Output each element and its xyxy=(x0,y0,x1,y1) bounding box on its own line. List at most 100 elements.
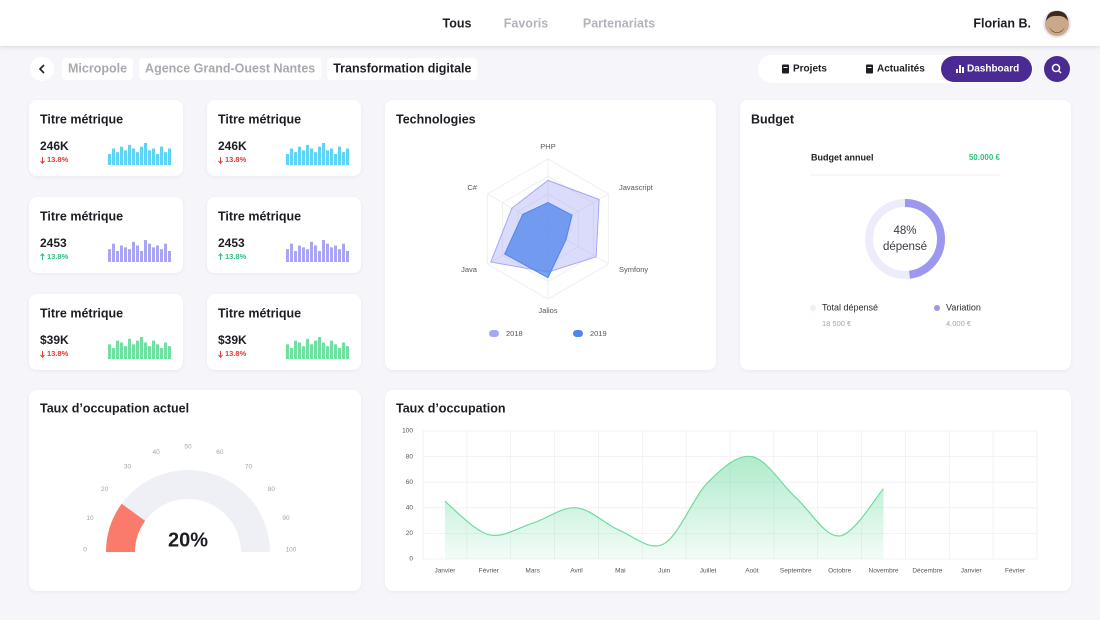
metric-value: 246K xyxy=(218,139,247,153)
gauge-track xyxy=(106,470,270,552)
breadcrumb-chip[interactable] xyxy=(139,58,322,80)
spark-bar xyxy=(112,148,115,165)
spark-bar xyxy=(314,340,317,359)
metric-title: Titre métrique xyxy=(218,306,301,320)
spark-bar xyxy=(330,340,333,359)
user-name: Florian B. xyxy=(973,16,1031,30)
metric-title: Titre métrique xyxy=(40,209,123,223)
spark-bar xyxy=(346,346,349,359)
back-chevron xyxy=(38,64,45,74)
x-tick-label: Décembre xyxy=(912,568,942,575)
gauge-tick-label: 80 xyxy=(268,486,276,493)
card-title: Budget xyxy=(751,112,795,126)
spark-bar xyxy=(128,338,131,359)
line xyxy=(444,455,884,547)
radar-area xyxy=(504,202,573,279)
spark-bar xyxy=(108,249,111,262)
spark-bar xyxy=(330,148,333,165)
spark-bar xyxy=(132,344,135,359)
spark-bar xyxy=(330,247,333,262)
breadcrumb-item[interactable]: Agence Grand-Ouest Nantes xyxy=(145,61,315,75)
nav-tab[interactable]: Favoris xyxy=(504,16,549,30)
action-button[interactable]: Actualités xyxy=(877,64,925,75)
spark-bar xyxy=(164,152,167,165)
action-button[interactable]: Projets xyxy=(793,64,827,75)
x-tick-label: Janvier xyxy=(961,568,983,575)
metric-value: $39K xyxy=(40,333,69,347)
spark-bar xyxy=(318,337,321,359)
spark-bar xyxy=(286,344,289,359)
breadcrumb-item[interactable]: Transformation digitale xyxy=(333,61,471,75)
dashboard-icon-bar xyxy=(962,67,964,73)
card-title: Taux d’occupation xyxy=(396,401,506,415)
breadcrumb-chip[interactable] xyxy=(62,58,134,80)
spark-bar xyxy=(152,340,155,359)
action-button[interactable]: Dashboard xyxy=(967,64,1019,75)
spark-bar xyxy=(342,342,345,359)
gauge-tick-label: 50 xyxy=(184,444,192,451)
spark-bar xyxy=(144,143,147,165)
spark-bar xyxy=(132,241,135,262)
spark-bar xyxy=(124,150,127,165)
spark-bar xyxy=(112,243,115,262)
breadcrumb-item[interactable]: Micropole xyxy=(68,61,127,75)
spark-bar xyxy=(322,143,325,165)
top-bar xyxy=(0,0,1100,46)
spark-bar xyxy=(136,245,139,262)
spark-bar xyxy=(326,150,329,165)
legend-name: Variation xyxy=(946,302,981,312)
spark-bar xyxy=(294,340,297,359)
change-arrow xyxy=(40,253,45,260)
spark-bar xyxy=(128,144,131,165)
x-tick-label: Janvier xyxy=(434,568,456,575)
x-tick-label: Juillet xyxy=(700,568,717,575)
metric-value: $39K xyxy=(218,333,247,347)
spark-bar xyxy=(140,251,143,262)
spark-bar xyxy=(136,152,139,165)
search-button[interactable] xyxy=(1044,56,1070,82)
back-button[interactable] xyxy=(30,57,54,81)
spark-bar xyxy=(108,154,111,165)
avatar[interactable] xyxy=(1043,10,1071,38)
x-tick-label: Mai xyxy=(615,568,625,575)
change-arrow xyxy=(218,351,223,358)
spark-bar xyxy=(326,346,329,359)
spark-bar xyxy=(164,342,167,359)
spark-bar xyxy=(338,348,341,359)
spark-bar xyxy=(148,150,151,165)
y-tick-label: 0 xyxy=(409,556,413,563)
gauge-tick-label: 20 xyxy=(101,486,109,493)
y-tick-label: 60 xyxy=(406,479,414,486)
x-tick-label: Novembre xyxy=(869,568,899,575)
radar-axis-label: C# xyxy=(467,183,477,192)
breadcrumb-chip[interactable] xyxy=(327,58,478,80)
spark-bar xyxy=(306,144,309,165)
metric-change: 13.8% xyxy=(47,252,69,261)
card-title: Technologies xyxy=(396,112,476,126)
spark-bar xyxy=(112,348,115,359)
y-tick-label: 40 xyxy=(406,505,414,512)
spark-bar xyxy=(346,148,349,165)
spark-bar xyxy=(286,249,289,262)
spark-bar xyxy=(156,245,159,262)
x-tick-label: Mars xyxy=(525,568,540,575)
spark-bar xyxy=(318,251,321,262)
donut-value: 48% xyxy=(893,225,916,237)
x-tick-label: Février xyxy=(479,568,500,575)
metric-value: 246K xyxy=(40,139,69,153)
spark-bar xyxy=(116,152,119,165)
spark-bar xyxy=(302,150,305,165)
radar-axis-label: Javascript xyxy=(619,183,654,192)
spark-bar xyxy=(290,243,293,262)
donut-arc xyxy=(904,199,945,279)
spark-bar xyxy=(168,251,171,262)
y-tick-label: 100 xyxy=(402,428,413,435)
nav-tab[interactable]: Partenariats xyxy=(583,16,655,30)
x-tick-label: Juin xyxy=(658,568,670,575)
spark-bar xyxy=(108,344,111,359)
spark-bar xyxy=(342,243,345,262)
spark-bar xyxy=(346,251,349,262)
nav-tab[interactable]: Tous xyxy=(443,16,472,30)
